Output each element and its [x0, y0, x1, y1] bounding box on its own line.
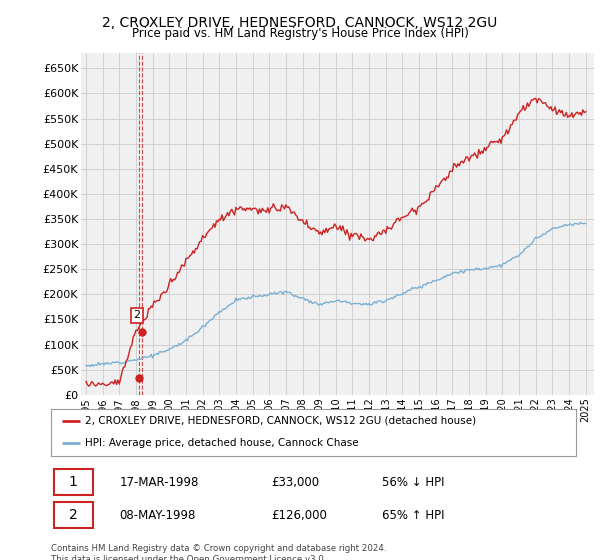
Text: £126,000: £126,000 [271, 508, 328, 521]
Text: 08-MAY-1998: 08-MAY-1998 [119, 508, 196, 521]
Text: 2: 2 [134, 310, 140, 320]
FancyBboxPatch shape [53, 502, 93, 528]
FancyBboxPatch shape [53, 469, 93, 495]
Text: 2: 2 [69, 508, 77, 522]
Text: 2, CROXLEY DRIVE, HEDNESFORD, CANNOCK, WS12 2GU (detached house): 2, CROXLEY DRIVE, HEDNESFORD, CANNOCK, W… [85, 416, 476, 426]
Text: 17-MAR-1998: 17-MAR-1998 [119, 475, 199, 489]
Text: Contains HM Land Registry data © Crown copyright and database right 2024.
This d: Contains HM Land Registry data © Crown c… [51, 544, 386, 560]
Text: 56% ↓ HPI: 56% ↓ HPI [382, 475, 444, 489]
Text: 1: 1 [69, 475, 78, 489]
Text: 65% ↑ HPI: 65% ↑ HPI [382, 508, 444, 521]
Text: HPI: Average price, detached house, Cannock Chase: HPI: Average price, detached house, Cann… [85, 438, 359, 448]
Text: Price paid vs. HM Land Registry's House Price Index (HPI): Price paid vs. HM Land Registry's House … [131, 27, 469, 40]
Text: 2, CROXLEY DRIVE, HEDNESFORD, CANNOCK, WS12 2GU: 2, CROXLEY DRIVE, HEDNESFORD, CANNOCK, W… [103, 16, 497, 30]
Text: £33,000: £33,000 [271, 475, 320, 489]
